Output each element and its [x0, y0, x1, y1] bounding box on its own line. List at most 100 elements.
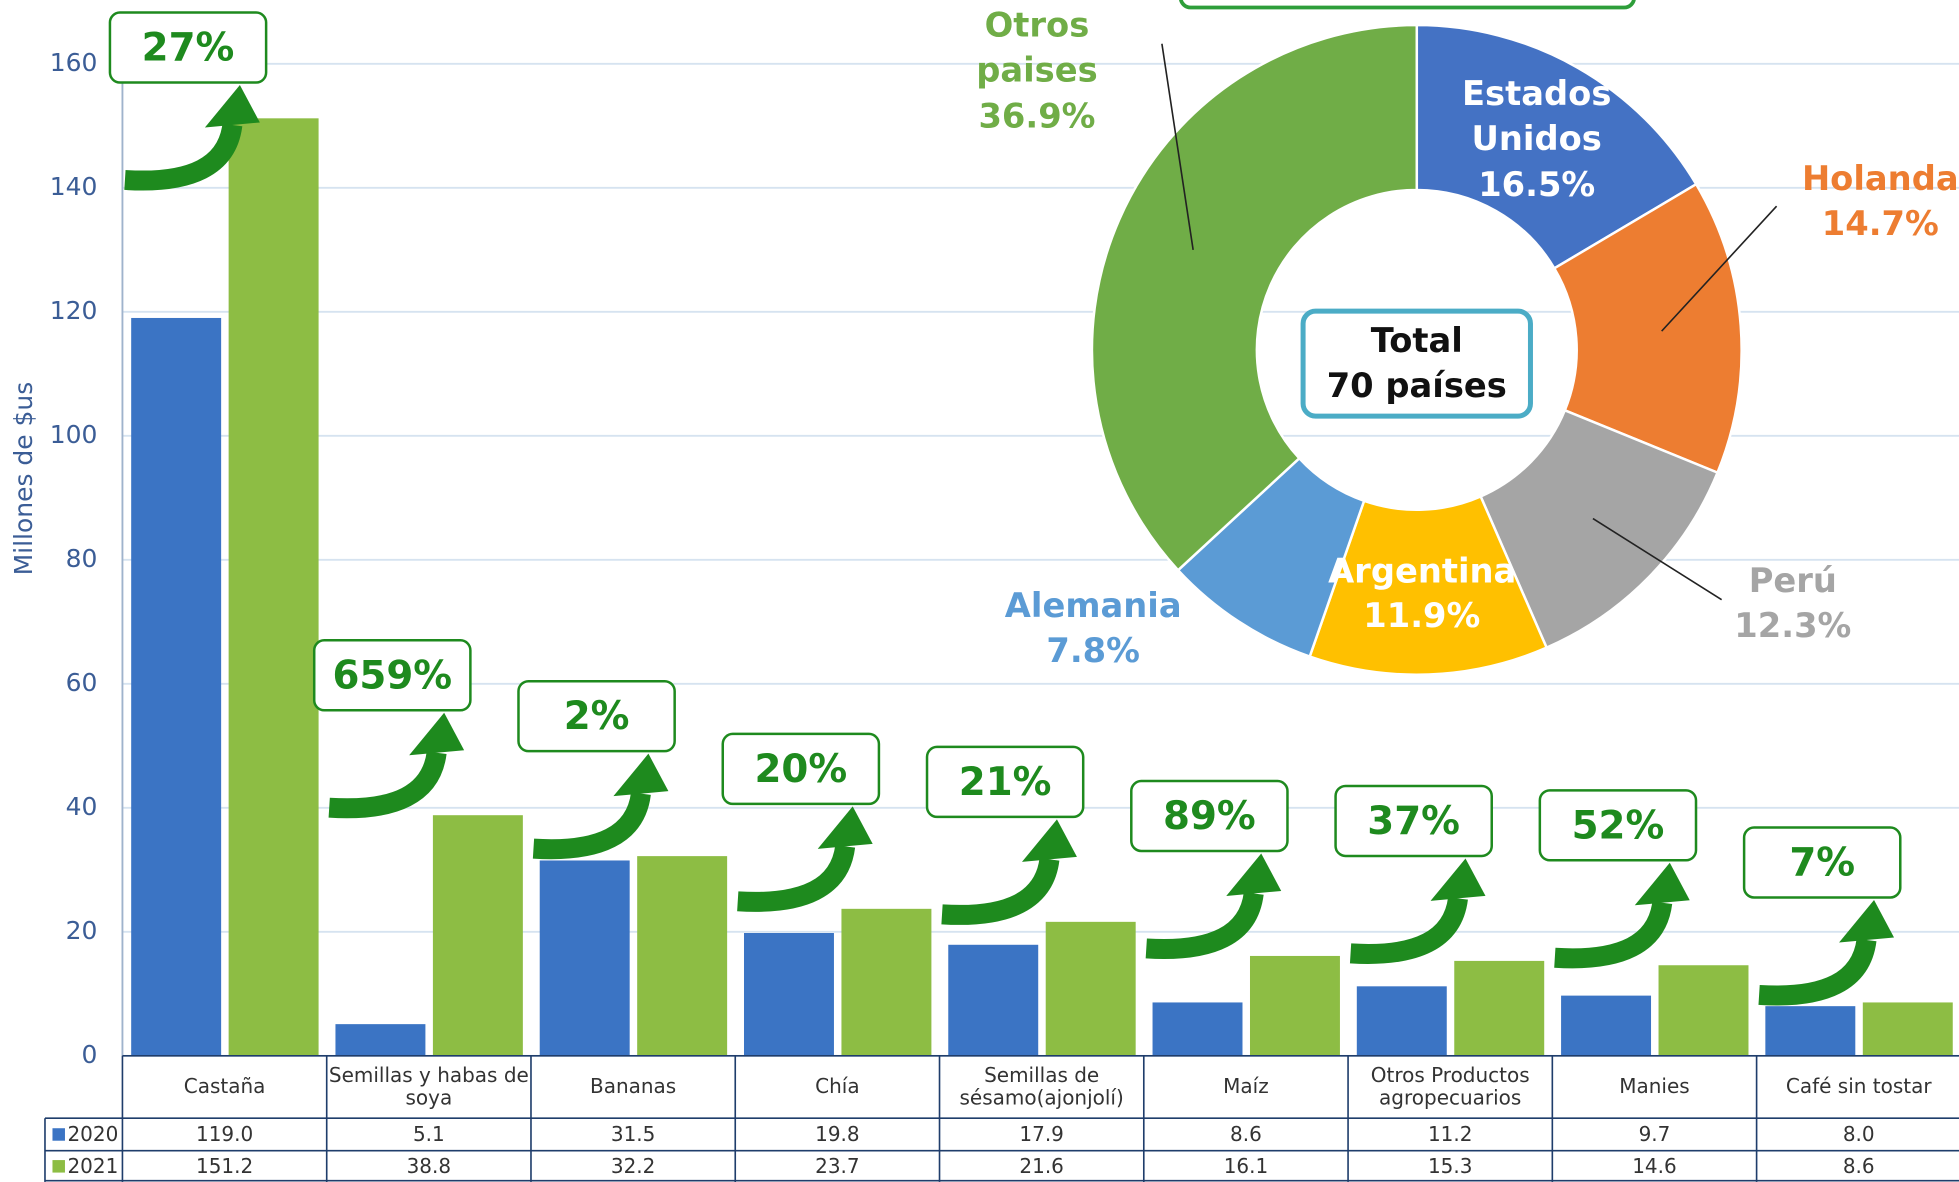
- bar: [131, 318, 221, 1056]
- table-value: 16.1: [1224, 1154, 1268, 1178]
- table-value: 31.5: [611, 1122, 655, 1146]
- bar: [1561, 996, 1651, 1056]
- pie-label-box: Argentina11.9%: [1328, 550, 1515, 700]
- pie-value-label: 7.8%: [999, 630, 1186, 676]
- growth-label: 52%: [1572, 803, 1665, 848]
- x-tick-label-box: Otros Productos agropecuarios: [1348, 1056, 1552, 1118]
- bar: [1250, 956, 1340, 1056]
- x-tick-label-box: Semillas de sésamo(ajonjolí): [940, 1056, 1144, 1118]
- pie-label-box: Perú12.3%: [1712, 560, 1874, 710]
- bar: [540, 860, 630, 1055]
- pie-label: Estados Unidos: [1449, 73, 1624, 164]
- table-value: 9.7: [1639, 1122, 1671, 1146]
- table-value: 19.8: [815, 1122, 859, 1146]
- pie-label: Perú: [1712, 560, 1874, 606]
- chart: 0 20 40 60 80 100 120 140 160 Millones de $us Ca…: [0, 0, 1959, 1182]
- table-value: 15.3: [1428, 1154, 1472, 1178]
- bar: [1863, 1002, 1953, 1055]
- legend-swatch: [52, 1160, 64, 1172]
- pie-value-label: 16.5%: [1449, 164, 1624, 210]
- x-tick-label-box: Chía: [735, 1056, 939, 1118]
- bar: [1659, 965, 1749, 1056]
- bar: [335, 1024, 425, 1056]
- x-tick-label-box: Maíz: [1144, 1056, 1348, 1118]
- bar: [1765, 1006, 1855, 1056]
- x-tick-label-box: Semillas y habas de soya: [327, 1056, 531, 1118]
- y-tick-label: 140: [50, 172, 98, 201]
- table-value: 23.7: [815, 1154, 859, 1178]
- pie-value-label: 14.7%: [1799, 203, 1959, 249]
- pie-value-label: 11.9%: [1328, 595, 1515, 641]
- pie-value-label: 12.3%: [1712, 605, 1874, 651]
- x-tick-label: Semillas y habas de soya: [327, 1056, 531, 1118]
- x-tick-label: Otros Productos agropecuarios: [1348, 1056, 1552, 1118]
- pie-title-box: [1181, 0, 1635, 8]
- x-tick-label-box: Manies: [1552, 1056, 1756, 1118]
- bar: [229, 118, 319, 1055]
- y-tick-label: 40: [66, 792, 98, 821]
- x-tick-label-box: Castaña: [122, 1056, 326, 1118]
- table-value: 21.6: [1019, 1154, 1063, 1178]
- bar: [1357, 986, 1447, 1055]
- pie-label: Otros paises: [918, 4, 1155, 95]
- legend-label: 2021: [67, 1154, 118, 1178]
- growth-label: 27%: [142, 26, 235, 71]
- legend-label: 2020: [67, 1122, 118, 1146]
- y-tick-label: 0: [82, 1040, 98, 1069]
- x-tick-label: Manies: [1552, 1056, 1756, 1118]
- bar: [1454, 961, 1544, 1056]
- bar: [433, 815, 523, 1056]
- table-value: 32.2: [611, 1154, 655, 1178]
- x-tick-label: Castaña: [122, 1056, 326, 1118]
- growth-label: 37%: [1367, 799, 1460, 844]
- bar: [637, 856, 727, 1056]
- pie-label: Alemania: [999, 585, 1186, 631]
- table-value: 8.0: [1843, 1122, 1875, 1146]
- table-value: 8.6: [1843, 1154, 1875, 1178]
- table-value: 5.1: [413, 1122, 445, 1146]
- x-tick-label: Café sin tostar: [1757, 1056, 1959, 1118]
- growth-label: 89%: [1163, 794, 1256, 839]
- bar: [841, 909, 931, 1056]
- x-tick-label: Chía: [735, 1056, 939, 1118]
- table-value: 119.0: [196, 1122, 253, 1146]
- pie-value-label: 36.9%: [918, 95, 1155, 141]
- growth-label: 20%: [754, 747, 847, 792]
- bar: [744, 933, 834, 1056]
- pie-label: Argentina: [1328, 550, 1515, 596]
- x-tick-label-box: Bananas: [531, 1056, 735, 1118]
- y-axis-label: Millones de $us: [9, 382, 38, 576]
- y-tick-label: 20: [66, 916, 98, 945]
- pie-label: Holanda: [1799, 157, 1959, 203]
- bar: [1046, 922, 1136, 1056]
- y-tick-label: 160: [50, 48, 98, 77]
- growth-label: 659%: [332, 653, 452, 698]
- table-value: 14.6: [1632, 1154, 1676, 1178]
- y-tick-label: 120: [50, 296, 98, 325]
- x-tick-label: Semillas de sésamo(ajonjolí): [940, 1056, 1144, 1118]
- center-label: Total: [1371, 321, 1463, 360]
- x-tick-label: Bananas: [531, 1056, 735, 1118]
- page: 0 20 40 60 80 100 120 140 160 Millones de $us Ca…: [0, 0, 1959, 1182]
- y-tick-label: 60: [66, 668, 98, 697]
- legend-swatch: [52, 1128, 64, 1140]
- table-value: 17.9: [1019, 1122, 1063, 1146]
- x-tick-label: Maíz: [1144, 1056, 1348, 1118]
- table-value: 38.8: [407, 1154, 451, 1178]
- table-value: 11.2: [1428, 1122, 1472, 1146]
- growth-label: 7%: [1789, 841, 1855, 886]
- growth-label: 2%: [564, 694, 630, 739]
- center-label: 70 países: [1327, 366, 1507, 405]
- table-value: 8.6: [1230, 1122, 1262, 1146]
- bar: [948, 945, 1038, 1056]
- table-value: 151.2: [196, 1154, 253, 1178]
- y-tick-label: 100: [50, 420, 98, 449]
- bar: [1153, 1002, 1243, 1055]
- y-tick-label: 80: [66, 544, 98, 573]
- x-tick-label-box: Café sin tostar: [1757, 1056, 1959, 1118]
- growth-label: 21%: [959, 760, 1052, 805]
